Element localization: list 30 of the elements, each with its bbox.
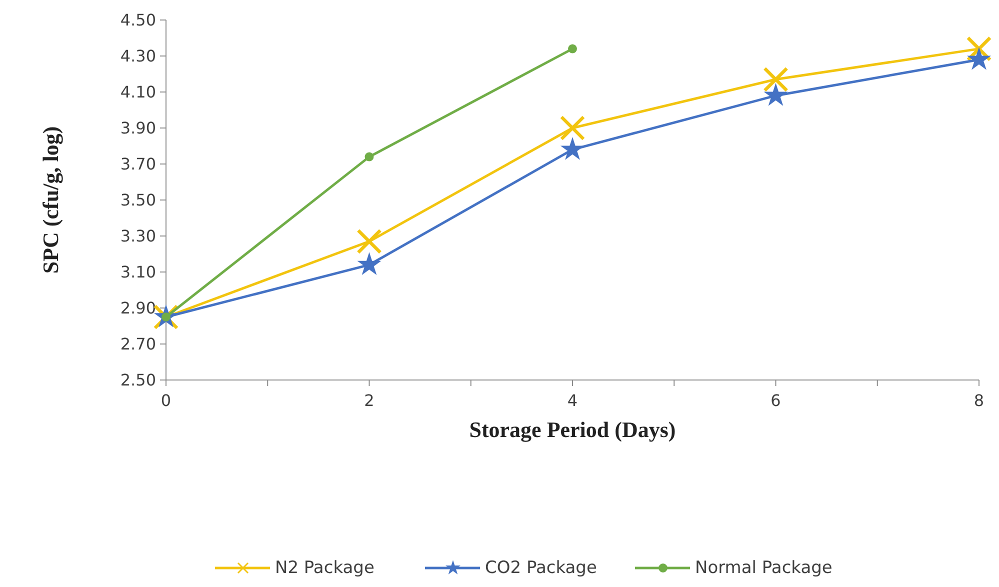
legend-label: N2 Package (275, 558, 374, 578)
y-tick-label: 3.10 (120, 262, 156, 282)
y-tick-label: 3.90 (120, 118, 156, 138)
point (560, 115, 586, 141)
y-tick-label: 3.30 (120, 226, 156, 246)
point (764, 82, 788, 106)
y-tick-label: 4.50 (120, 10, 156, 30)
point (966, 46, 992, 70)
x-tick-label: 2 (364, 391, 374, 410)
x-tick-label: 8 (974, 391, 984, 410)
y-tick-label: 2.90 (120, 298, 156, 318)
point (763, 66, 788, 92)
legend-label: Normal Package (695, 558, 832, 578)
x-tick-label: 0 (160, 391, 172, 410)
y-tick-label: 2.50 (120, 370, 156, 390)
x-axis-title: Storage Period (Days) (469, 417, 676, 442)
y-tick-label: 4.10 (120, 82, 156, 102)
y-tick-label: 3.50 (120, 190, 156, 210)
point (560, 136, 585, 160)
point (356, 228, 382, 254)
y-axis-title: SPC (cfu/g, log) (38, 126, 63, 274)
point (364, 152, 374, 162)
x-tick-label: 6 (770, 391, 781, 410)
y-tick-label: 4.30 (120, 46, 156, 66)
y-tick-label: 2.70 (120, 334, 156, 354)
legend-label: CO2 Package (485, 558, 597, 578)
y-tick-label: 3.70 (120, 154, 156, 174)
point (357, 252, 382, 276)
point (568, 44, 577, 54)
x-tick-label: 4 (567, 391, 578, 410)
